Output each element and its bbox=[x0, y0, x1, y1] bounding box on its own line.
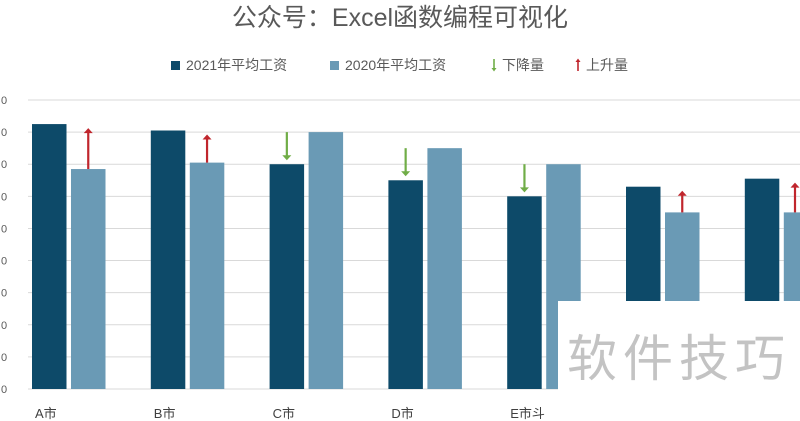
bar-series-2-category-2 bbox=[189, 162, 225, 389]
bar-series-2-category-1 bbox=[71, 169, 106, 389]
rise-arrow-category-7-head bbox=[790, 182, 800, 188]
fall-arrow-category-4 bbox=[401, 148, 411, 177]
y-tick-label-8: 0 bbox=[1, 127, 7, 139]
bar-series-2-category-4 bbox=[427, 148, 462, 389]
legend-item-series-1: 2021年平均工资 bbox=[171, 55, 287, 75]
category-label-2: B市 bbox=[154, 406, 176, 421]
y-tick-label-1: 0 bbox=[1, 352, 7, 364]
fall-arrow-category-3-head bbox=[282, 155, 292, 161]
up-arrow-icon bbox=[575, 58, 581, 71]
y-tick-label-5: 0 bbox=[1, 223, 7, 235]
bar-series-1-category-4 bbox=[388, 180, 423, 389]
rise-arrow-category-2-head bbox=[202, 134, 212, 140]
legend-label-decrease: 下降量 bbox=[502, 57, 544, 73]
y-tick-label-0: 0 bbox=[1, 384, 7, 396]
bar-series-2-category-3 bbox=[308, 132, 344, 389]
bar-series-1-category-1 bbox=[32, 124, 67, 389]
y-tick-label-4: 0 bbox=[1, 256, 7, 268]
legend-swatch-series-1 bbox=[171, 60, 180, 70]
legend-label-increase: 上升量 bbox=[586, 57, 628, 73]
watermark-box: 软件技巧 bbox=[558, 301, 800, 421]
y-tick-label-3: 0 bbox=[1, 288, 7, 300]
legend-item-increase: 上升量 bbox=[574, 55, 628, 75]
chart-title: 公众号：Excel函数编程可视化 bbox=[231, 4, 569, 32]
category-label-5: E市斗 bbox=[510, 406, 545, 421]
rise-arrow-category-7 bbox=[790, 182, 800, 213]
legend: 2021年平均工资 2020年平均工资 下降量 上升量 bbox=[0, 55, 800, 75]
bar-series-1-category-5 bbox=[507, 196, 542, 389]
fall-arrow-category-5 bbox=[519, 164, 529, 193]
fall-arrow-category-4-head bbox=[401, 171, 411, 177]
watermark-text: 软件技巧 bbox=[567, 331, 791, 387]
rise-arrow-category-6 bbox=[677, 190, 687, 213]
down-arrow-icon bbox=[491, 59, 497, 72]
category-label-1: A市 bbox=[35, 406, 57, 421]
category-label-4: D市 bbox=[391, 406, 413, 421]
legend-item-series-2: 2020年平均工资 bbox=[330, 55, 446, 75]
rise-arrow-category-1 bbox=[83, 128, 93, 170]
legend-item-decrease: 下降量 bbox=[490, 55, 544, 75]
y-tick-label-7: 0 bbox=[1, 159, 7, 171]
legend-swatch-series-2 bbox=[330, 60, 339, 70]
rise-arrow-category-2 bbox=[202, 134, 212, 163]
rise-arrow-category-6-head bbox=[677, 190, 687, 196]
fall-arrow-category-3 bbox=[282, 132, 292, 161]
y-tick-label-2: 0 bbox=[1, 320, 7, 332]
fall-arrow-category-5-head bbox=[519, 187, 529, 193]
bar-series-1-category-3 bbox=[269, 164, 305, 389]
y-tick-label-6: 0 bbox=[1, 191, 7, 203]
legend-label-series-1: 2021年平均工资 bbox=[186, 57, 288, 73]
legend-label-series-2: 2020年平均工资 bbox=[345, 57, 447, 73]
category-label-3: C市 bbox=[273, 406, 295, 421]
rise-arrow-category-1-head bbox=[83, 128, 93, 134]
bar-series-1-category-2 bbox=[150, 130, 186, 389]
y-tick-label-9: 0 bbox=[1, 95, 7, 107]
